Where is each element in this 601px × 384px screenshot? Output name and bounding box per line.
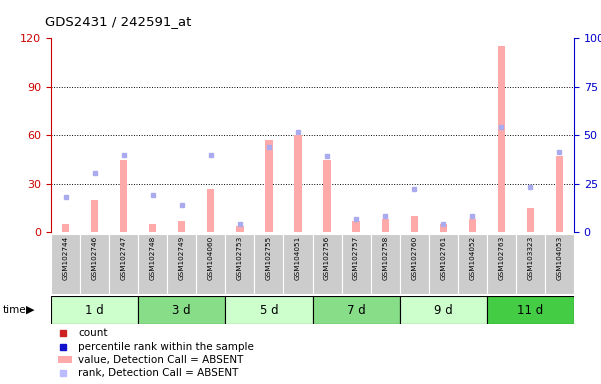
Text: ▶: ▶ (26, 305, 34, 315)
Bar (410, 216, 418, 232)
Bar (120, 160, 127, 232)
Text: GSM104060: GSM104060 (208, 236, 214, 280)
Text: 3 d: 3 d (172, 304, 191, 316)
Bar (265, 140, 273, 232)
Text: GSM102761: GSM102761 (441, 236, 446, 280)
Text: GSM102757: GSM102757 (353, 236, 359, 280)
Bar (225, 234, 254, 294)
Bar (51, 234, 80, 294)
Bar (197, 234, 225, 294)
Bar (382, 219, 389, 232)
Bar (236, 226, 243, 232)
Bar (138, 234, 167, 294)
Bar (526, 208, 534, 232)
Text: 11 d: 11 d (517, 304, 543, 316)
Bar (207, 189, 215, 232)
Bar (284, 234, 313, 294)
Text: GSM102756: GSM102756 (324, 236, 330, 280)
Bar (498, 46, 505, 232)
Bar (149, 224, 156, 232)
Text: GSM102744: GSM102744 (63, 236, 69, 280)
Text: GSM102748: GSM102748 (150, 236, 156, 280)
Bar (458, 234, 487, 294)
Bar (254, 234, 284, 294)
Text: rank, Detection Call = ABSENT: rank, Detection Call = ABSENT (78, 368, 239, 378)
Bar (313, 296, 400, 324)
Bar (62, 224, 69, 232)
Text: GSM102746: GSM102746 (92, 236, 97, 280)
Bar (167, 234, 197, 294)
Bar (439, 224, 447, 232)
Bar (487, 234, 516, 294)
Bar (487, 296, 574, 324)
Text: GSM104053: GSM104053 (557, 236, 563, 280)
Bar (429, 234, 458, 294)
Text: percentile rank within the sample: percentile rank within the sample (78, 341, 254, 352)
Bar (294, 136, 302, 232)
Bar (109, 234, 138, 294)
Text: GSM104051: GSM104051 (295, 236, 301, 280)
Text: time: time (3, 305, 26, 315)
Bar (58, 356, 72, 363)
Bar (545, 234, 574, 294)
Bar (323, 160, 331, 232)
Text: value, Detection Call = ABSENT: value, Detection Call = ABSENT (78, 355, 243, 365)
Bar (80, 234, 109, 294)
Text: GSM102758: GSM102758 (382, 236, 388, 280)
Text: GSM103323: GSM103323 (528, 236, 533, 280)
Bar (225, 296, 313, 324)
Text: GSM102753: GSM102753 (237, 236, 243, 280)
Text: GSM102747: GSM102747 (121, 236, 127, 280)
Text: 9 d: 9 d (434, 304, 453, 316)
Text: GSM102749: GSM102749 (179, 236, 185, 280)
Bar (469, 219, 476, 232)
Bar (313, 234, 341, 294)
Bar (51, 296, 138, 324)
Text: GDS2431 / 242591_at: GDS2431 / 242591_at (45, 15, 192, 28)
Bar (400, 234, 429, 294)
Bar (91, 200, 99, 232)
Text: 7 d: 7 d (347, 304, 365, 316)
Text: GSM102763: GSM102763 (498, 236, 504, 280)
Bar (178, 221, 186, 232)
Bar (352, 221, 360, 232)
Bar (371, 234, 400, 294)
Bar (341, 234, 371, 294)
Bar (556, 156, 563, 232)
Text: GSM102755: GSM102755 (266, 236, 272, 280)
Text: 1 d: 1 d (85, 304, 104, 316)
Text: 5 d: 5 d (260, 304, 278, 316)
Text: count: count (78, 328, 108, 338)
Bar (400, 296, 487, 324)
Text: GSM104052: GSM104052 (469, 236, 475, 280)
Bar (516, 234, 545, 294)
Text: GSM102760: GSM102760 (411, 236, 417, 280)
Bar (138, 296, 225, 324)
